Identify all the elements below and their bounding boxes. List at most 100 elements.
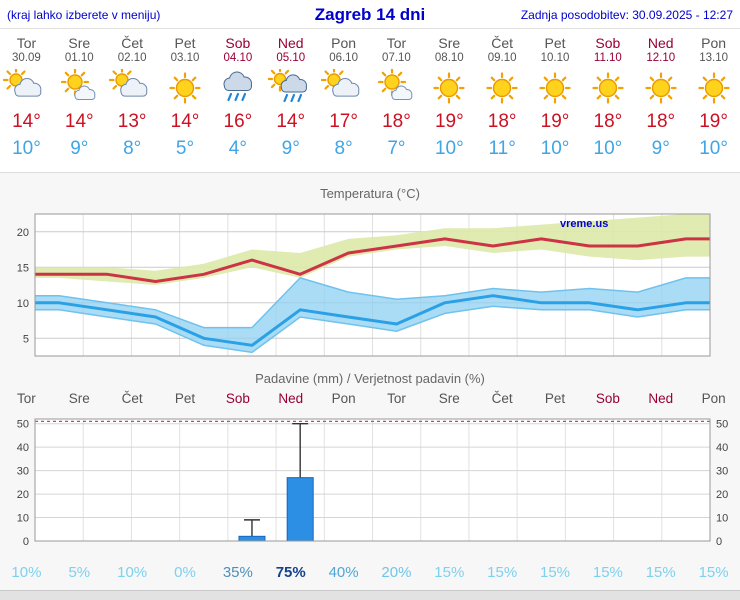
temp-low: 10° — [12, 138, 41, 159]
bottom-bar — [0, 590, 740, 600]
precip-y-tick-right: 20 — [716, 489, 728, 501]
cloud-sun-icon — [317, 66, 370, 110]
rain-sun-icon — [264, 66, 317, 110]
precip-probability: 15% — [487, 563, 518, 581]
daily-forecast-strip: Tor 30.09 14° 10° Sre 01.10 14° 9° Čet 02.10 13° 8°… — [0, 28, 740, 172]
forecast-day-05.10: Ned 05.10 14° 9° — [264, 29, 317, 172]
precip-probability: 15% — [434, 563, 465, 581]
precip-y-tick-left: 20 — [17, 489, 29, 501]
temp-low: 10° — [593, 138, 623, 159]
temp-low: 10° — [540, 138, 570, 159]
precip-probability: 5% — [68, 563, 91, 581]
temp-high: 18° — [593, 111, 623, 132]
page-title: Zagreb 14 dni — [314, 5, 426, 24]
forecast-day-06.10: Pon 06.10 17° 8° — [317, 29, 370, 172]
temp-low: 5° — [175, 138, 195, 159]
day-date: 07.10 — [382, 52, 411, 64]
temp-high: 16° — [223, 111, 253, 132]
precip-day-label: Ned — [648, 391, 674, 406]
precip-probability: 40% — [328, 563, 359, 581]
day-date: 03.10 — [170, 52, 200, 64]
forecast-day-03.10: Pet 03.10 14° 5° — [159, 29, 212, 172]
day-date: 11.10 — [593, 52, 622, 64]
charts-section: Temperatura (°C) 5 10 15 20 vreme.us Padavin… — [0, 172, 740, 590]
precip-probability: 35% — [222, 563, 253, 581]
temp-high: 14° — [170, 111, 200, 132]
precip-probability: 15% — [645, 563, 676, 581]
precip-probability: 20% — [381, 563, 412, 581]
forecast-day-10.10: Pet 10.10 19° 10° — [529, 29, 582, 172]
sunny-icon — [159, 66, 212, 110]
precip-day-label: Čet — [491, 391, 513, 406]
temp-high: 14° — [12, 111, 41, 132]
precip-day-label: Sob — [225, 391, 250, 406]
precip-y-tick-right: 40 — [716, 442, 728, 454]
sunny-icon — [529, 66, 582, 110]
precip-probability: 15% — [592, 563, 623, 581]
day-date: 12.10 — [646, 52, 676, 64]
temp-y-tick: 5 — [23, 333, 29, 345]
cloud-sun-icon — [106, 66, 159, 110]
last-update-label: Zadnja posodobitev: 30.09.2025 - 12:27 — [520, 8, 733, 22]
temp-high: 19° — [434, 111, 464, 132]
precip-probability: 0% — [174, 563, 196, 581]
location-menu-hint: (kraj lahko izberete v meniju) — [7, 8, 161, 22]
sunny-icon — [634, 66, 687, 110]
rain-icon — [211, 66, 264, 110]
day-name: Čet — [121, 35, 144, 51]
precip-y-tick-left: 40 — [17, 442, 29, 454]
forecast-day-01.10: Sre 01.10 14° 9° — [53, 29, 106, 172]
day-name: Sre — [438, 35, 461, 51]
temp-y-tick: 10 — [17, 298, 29, 310]
precip-day-label: Ned — [278, 391, 304, 406]
temp-high: 14° — [64, 111, 94, 132]
precip-probability: 15% — [698, 563, 729, 581]
precip-day-label: Pet — [174, 391, 196, 406]
day-date: 30.09 — [12, 52, 41, 64]
precip-day-label: Pet — [544, 391, 566, 406]
temp-low: 11° — [488, 138, 516, 159]
day-date: 09.10 — [487, 52, 517, 64]
precip-day-label: Sob — [595, 391, 620, 406]
forecast-day-13.10: Pon 13.10 19° 10° — [687, 29, 740, 172]
precip-bar — [286, 477, 314, 542]
temp-high: 14° — [276, 111, 306, 132]
day-name: Sob — [595, 35, 621, 51]
precip-y-tick-left: 0 — [23, 536, 29, 548]
precipitation-chart-title: Padavine (mm) / Verjetnost padavin (%) — [255, 371, 485, 386]
watermark-link[interactable]: vreme.us — [560, 218, 608, 230]
precip-day-label: Sre — [68, 391, 90, 406]
forecast-day-07.10: Tor 07.10 18° 7° — [370, 29, 423, 172]
sunny-icon — [581, 66, 634, 110]
temp-low: 10° — [699, 138, 728, 159]
precip-day-label: Tor — [17, 391, 36, 406]
precip-y-tick-left: 30 — [17, 466, 29, 478]
temperature-chart: 5 10 15 20 vreme.us — [0, 204, 740, 366]
precipitation-day-labels: Tor Sre Čet Pet Sob Ned Pon Tor Sre Čet Pet Sob Ned P… — [0, 391, 740, 411]
day-name: Sob — [225, 35, 251, 51]
day-name: Pet — [544, 35, 566, 51]
forecast-day-11.10: Sob 11.10 18° 10° — [581, 29, 634, 172]
forecast-day-09.10: Čet 09.10 18° 11° — [476, 29, 529, 172]
precip-bar — [238, 535, 266, 542]
forecast-day-12.10: Ned 12.10 18° 9° — [634, 29, 687, 172]
forecast-day-30.09: Tor 30.09 14° 10° — [0, 29, 53, 172]
temp-low: 8° — [334, 138, 353, 159]
day-name: Čet — [491, 35, 514, 51]
sunny-icon — [476, 66, 529, 110]
day-name: Tor — [386, 35, 407, 51]
precip-y-tick-right: 10 — [716, 513, 728, 525]
day-name: Ned — [277, 35, 304, 51]
day-date: 05.10 — [276, 52, 306, 64]
sunny-icon — [687, 66, 740, 110]
precip-day-label: Sre — [438, 391, 460, 406]
day-date: 10.10 — [540, 52, 570, 64]
temp-y-tick: 15 — [17, 262, 29, 274]
forecast-day-08.10: Sre 08.10 19° 10° — [423, 29, 476, 172]
day-date: 13.10 — [699, 52, 728, 64]
sun-cloud-icon — [370, 66, 423, 110]
page-header: (kraj lahko izberete v meniju) Zagreb 14… — [0, 0, 740, 28]
precip-y-tick-right: 0 — [716, 536, 722, 548]
forecast-day-02.10: Čet 02.10 13° 8° — [106, 29, 159, 172]
